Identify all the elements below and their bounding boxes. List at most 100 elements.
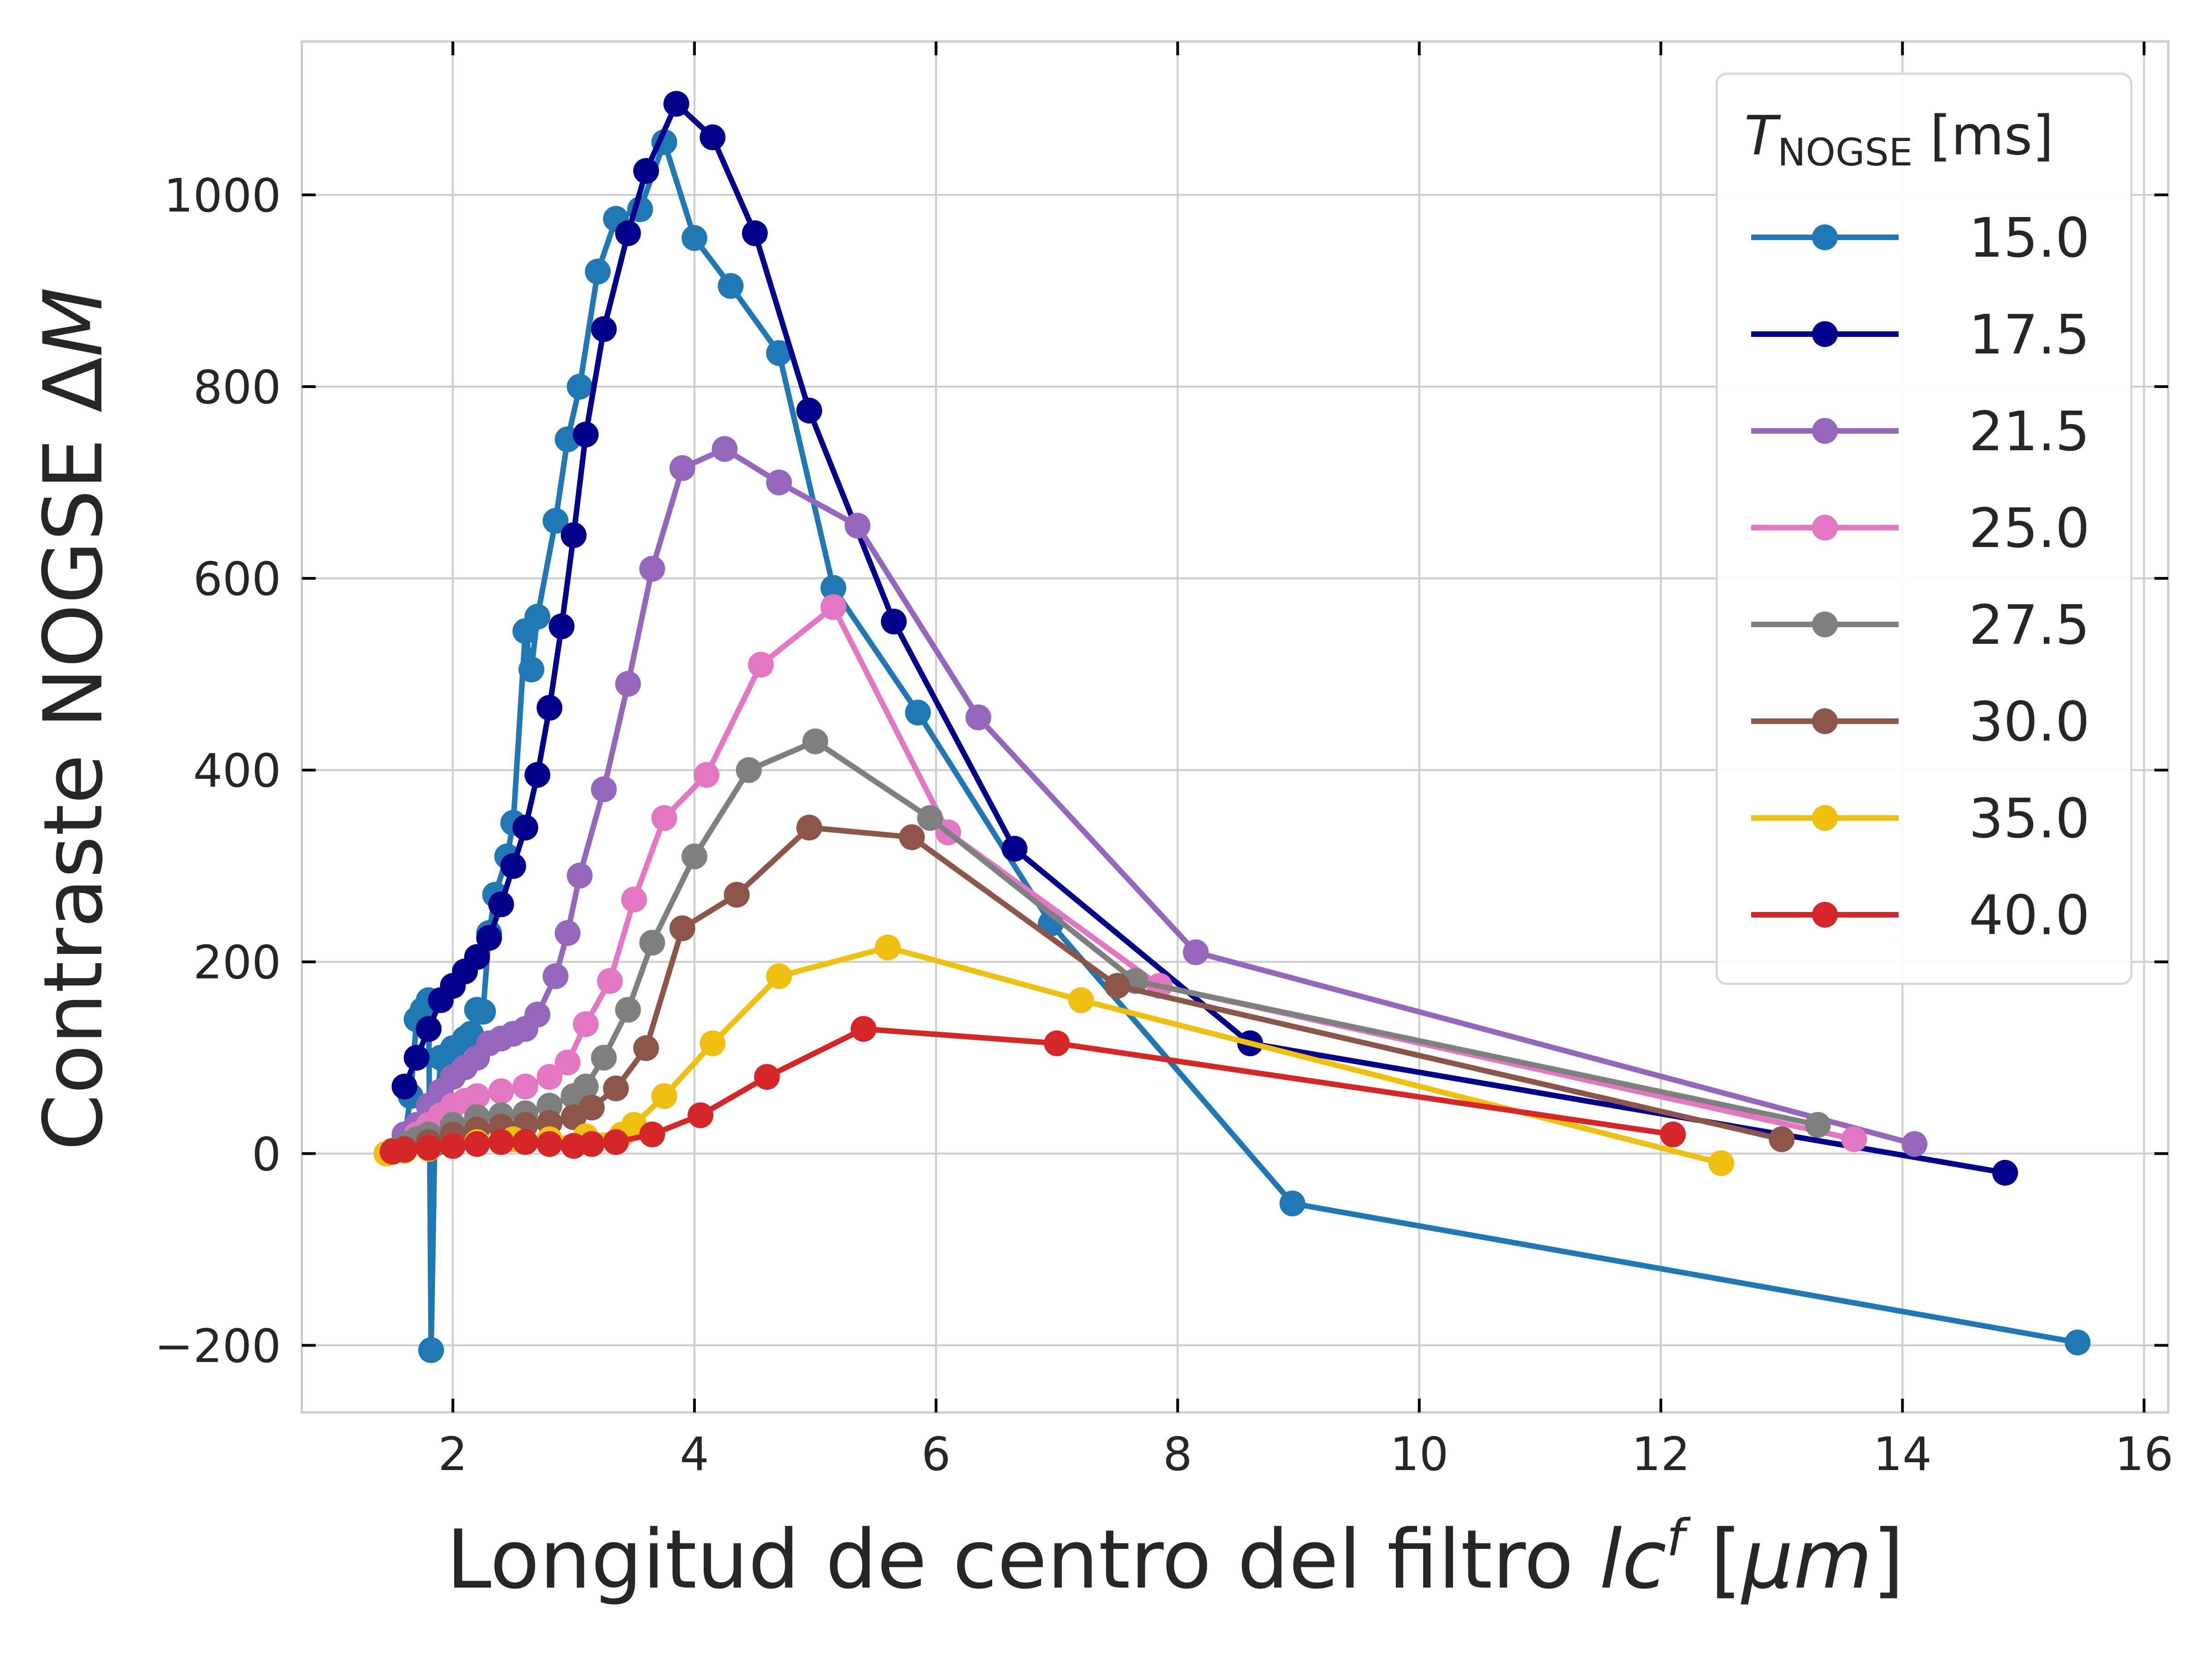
data-point xyxy=(391,1137,418,1163)
legend-label: 27.5 xyxy=(1969,593,2090,657)
legend-items: 15.0 17.5 21.5 25.0 27.5 30.0 35.0 40.0 xyxy=(1751,206,2090,947)
data-point xyxy=(700,1030,726,1056)
series-17.5 xyxy=(391,91,2018,1186)
data-point xyxy=(579,1131,605,1157)
data-point xyxy=(712,436,738,462)
data-point xyxy=(688,1102,713,1129)
data-point xyxy=(524,1001,551,1028)
data-point xyxy=(1104,973,1130,999)
data-point xyxy=(548,613,575,640)
legend-marker xyxy=(1812,612,1838,637)
data-point xyxy=(512,814,538,841)
legend-marker xyxy=(1812,321,1838,347)
data-point xyxy=(965,704,991,730)
data-point xyxy=(416,1135,442,1161)
data-point xyxy=(542,508,569,534)
data-point xyxy=(766,340,792,366)
data-point xyxy=(566,374,593,400)
data-point xyxy=(681,843,707,870)
legend-label: 30.0 xyxy=(1969,690,2090,753)
data-point xyxy=(560,522,587,548)
data-point xyxy=(724,882,750,908)
data-point xyxy=(524,762,551,788)
data-point xyxy=(669,455,695,481)
data-point xyxy=(573,1073,599,1100)
legend-item: 21.5 xyxy=(1751,400,2090,463)
data-point xyxy=(881,608,907,635)
series-layer xyxy=(373,91,2091,1363)
data-point xyxy=(694,762,720,788)
data-point xyxy=(639,556,665,582)
data-point xyxy=(404,1045,429,1071)
legend-label: 21.5 xyxy=(1969,400,2090,463)
tick-labels: 2 4 6 8 10 12 14 16 −200 0 200 400 600 800 1000 xyxy=(154,169,2173,1481)
data-point xyxy=(651,805,677,831)
data-point xyxy=(579,1094,605,1121)
x-tick-label: 12 xyxy=(1631,1427,1690,1481)
data-point xyxy=(591,1045,617,1071)
x-tick-label: 14 xyxy=(1873,1427,1932,1481)
legend-label: 35.0 xyxy=(1969,787,2090,850)
data-point xyxy=(766,470,792,495)
data-point xyxy=(875,935,901,960)
data-point xyxy=(735,757,762,783)
x-axis-label-unit: μm xyxy=(1741,1512,1872,1607)
y-tick-label: 400 xyxy=(193,744,281,798)
data-point xyxy=(802,728,829,754)
data-point xyxy=(566,863,593,888)
y-tick-label: 600 xyxy=(193,552,281,606)
data-point xyxy=(418,1337,444,1363)
data-point xyxy=(615,997,641,1023)
data-point xyxy=(796,814,822,841)
data-point xyxy=(639,930,665,956)
x-tick-label: 6 xyxy=(921,1427,951,1481)
data-point xyxy=(603,1129,629,1155)
data-point xyxy=(464,1131,490,1157)
legend-title-subscript: NOGSE xyxy=(1777,131,1912,175)
y-tick-label: 200 xyxy=(193,935,281,989)
data-point xyxy=(615,220,641,247)
data-point xyxy=(1044,1030,1070,1056)
plot-frame xyxy=(300,40,2170,1414)
x-tick-label: 16 xyxy=(2115,1427,2173,1481)
data-point xyxy=(820,575,847,601)
data-point xyxy=(440,1133,466,1159)
data-point xyxy=(700,124,726,150)
legend-item: 15.0 xyxy=(1751,206,2090,270)
data-point xyxy=(615,671,641,697)
x-axis-label: Longitud de centro del filtro lcf [μm] xyxy=(446,1508,1904,1607)
y-axis-label: Contraste NOGSE ΔM xyxy=(26,287,121,1151)
data-point xyxy=(536,1064,563,1090)
legend-label: 25.0 xyxy=(1969,496,2090,560)
legend-marker xyxy=(1812,515,1838,541)
data-point xyxy=(1769,1126,1795,1153)
data-point xyxy=(633,1035,659,1061)
y-tick-label: 800 xyxy=(193,360,281,414)
data-point xyxy=(488,891,514,918)
data-point xyxy=(1279,1190,1306,1217)
data-point xyxy=(536,694,563,721)
legend-title: TNOGSE [ms] xyxy=(1744,104,2053,175)
data-point xyxy=(416,1016,442,1042)
x-axis-label-symbol: lc xyxy=(1600,1512,1667,1607)
x-tick-label: 10 xyxy=(1390,1427,1448,1481)
data-point xyxy=(718,273,744,299)
x-tick-label: 2 xyxy=(438,1427,468,1481)
x-tick-label: 8 xyxy=(1163,1427,1193,1481)
legend-title-symbol: T xyxy=(1744,104,1781,167)
legend-item: 40.0 xyxy=(1751,883,2090,947)
data-point xyxy=(917,805,943,831)
data-point xyxy=(651,1083,677,1109)
data-point xyxy=(554,1049,581,1076)
data-point xyxy=(518,656,545,682)
data-point xyxy=(542,963,569,989)
data-point xyxy=(512,1073,538,1100)
data-point xyxy=(639,1121,665,1147)
legend-label: 17.5 xyxy=(1969,303,2090,366)
y-axis-label-symbol: M xyxy=(26,287,121,357)
legend-label: 40.0 xyxy=(1969,883,2090,947)
data-point xyxy=(681,225,707,251)
data-point xyxy=(905,700,931,726)
y-tick-label: 0 xyxy=(252,1127,281,1181)
